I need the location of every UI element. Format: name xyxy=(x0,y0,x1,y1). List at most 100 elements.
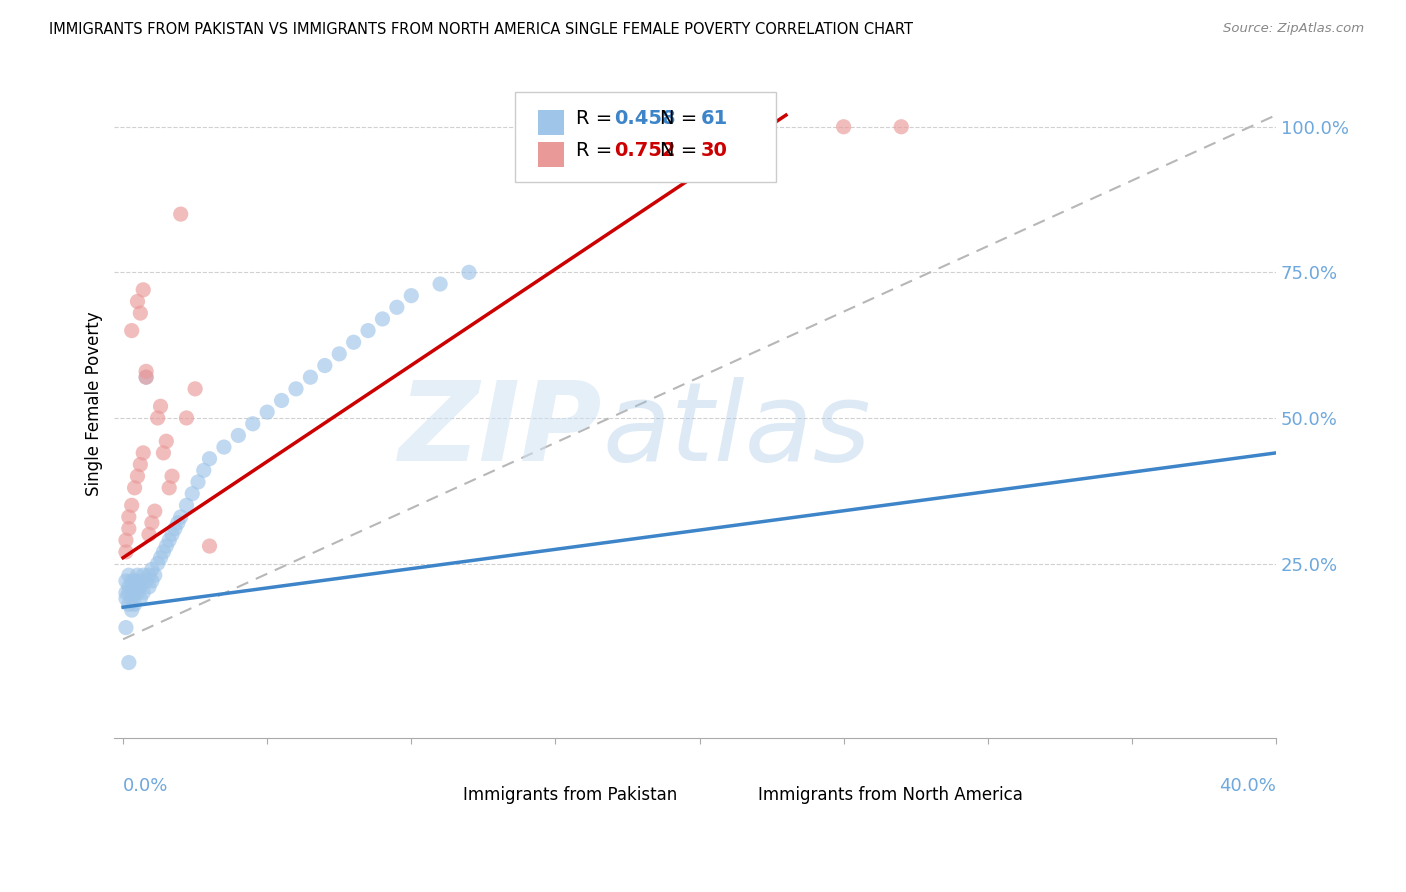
Point xyxy=(170,510,193,524)
Point xyxy=(832,120,855,134)
Point xyxy=(163,522,186,536)
Text: 61: 61 xyxy=(702,109,728,128)
Point xyxy=(124,574,146,588)
Bar xyxy=(730,787,751,805)
Point xyxy=(146,557,169,571)
Text: atlas: atlas xyxy=(602,376,870,483)
Point xyxy=(146,411,169,425)
Point xyxy=(129,580,152,594)
Point xyxy=(198,539,221,553)
Point xyxy=(118,585,141,599)
Point xyxy=(155,539,177,553)
Point xyxy=(121,498,143,512)
Point xyxy=(115,585,138,599)
Text: IMMIGRANTS FROM PAKISTAN VS IMMIGRANTS FROM NORTH AMERICA SINGLE FEMALE POVERTY : IMMIGRANTS FROM PAKISTAN VS IMMIGRANTS F… xyxy=(49,22,914,37)
Bar xyxy=(538,142,564,167)
Point xyxy=(115,533,138,548)
Point xyxy=(138,568,160,582)
Point xyxy=(121,324,143,338)
Point xyxy=(127,469,149,483)
Point xyxy=(242,417,264,431)
Point xyxy=(212,440,235,454)
Point xyxy=(129,458,152,472)
Point xyxy=(121,580,143,594)
Point xyxy=(118,568,141,582)
Text: Source: ZipAtlas.com: Source: ZipAtlas.com xyxy=(1223,22,1364,36)
Point xyxy=(121,603,143,617)
Point xyxy=(115,574,138,588)
Point xyxy=(118,580,141,594)
Point xyxy=(181,486,204,500)
Point xyxy=(132,446,155,460)
Point xyxy=(152,545,174,559)
Text: Immigrants from Pakistan: Immigrants from Pakistan xyxy=(463,786,678,805)
Point xyxy=(285,382,308,396)
Point xyxy=(129,306,152,320)
Text: 30: 30 xyxy=(702,142,728,161)
Point xyxy=(157,533,180,548)
Text: N =: N = xyxy=(661,109,704,128)
Point xyxy=(299,370,322,384)
Point xyxy=(256,405,278,419)
Point xyxy=(429,277,451,291)
Point xyxy=(135,364,157,378)
Point xyxy=(155,434,177,449)
Point xyxy=(127,294,149,309)
Bar xyxy=(434,787,454,805)
Point xyxy=(152,446,174,460)
Point xyxy=(115,545,138,559)
Point xyxy=(127,585,149,599)
Point xyxy=(343,335,366,350)
FancyBboxPatch shape xyxy=(515,92,776,182)
Point xyxy=(143,568,166,582)
Text: ZIP: ZIP xyxy=(399,376,602,483)
Point xyxy=(187,475,209,489)
Point xyxy=(184,382,207,396)
Point xyxy=(124,481,146,495)
Text: Immigrants from North America: Immigrants from North America xyxy=(758,786,1022,805)
Point xyxy=(141,574,163,588)
Point xyxy=(176,498,198,512)
Point xyxy=(135,574,157,588)
Point xyxy=(458,265,481,279)
Point xyxy=(124,585,146,599)
Point xyxy=(228,428,250,442)
Bar xyxy=(538,110,564,136)
Point xyxy=(129,591,152,606)
Point xyxy=(124,597,146,611)
Y-axis label: Single Female Poverty: Single Female Poverty xyxy=(86,311,103,496)
Point xyxy=(141,562,163,576)
Text: 40.0%: 40.0% xyxy=(1219,777,1277,795)
Point xyxy=(371,312,394,326)
Point xyxy=(193,463,215,477)
Point xyxy=(127,580,149,594)
Point xyxy=(160,469,183,483)
Point xyxy=(118,510,141,524)
Point xyxy=(141,516,163,530)
Point xyxy=(198,451,221,466)
Point xyxy=(385,301,408,315)
Point xyxy=(357,324,380,338)
Point xyxy=(149,399,172,413)
Point xyxy=(314,359,336,373)
Text: N =: N = xyxy=(661,142,704,161)
Point xyxy=(118,522,141,536)
Point xyxy=(118,656,141,670)
Point xyxy=(132,585,155,599)
Point xyxy=(138,527,160,541)
Point xyxy=(157,481,180,495)
Point xyxy=(118,597,141,611)
Point xyxy=(149,550,172,565)
Point xyxy=(121,574,143,588)
Text: 0.752: 0.752 xyxy=(614,142,675,161)
Point xyxy=(115,621,138,635)
Point xyxy=(132,568,155,582)
Point xyxy=(166,516,188,530)
Point xyxy=(401,288,423,302)
Point xyxy=(176,411,198,425)
Point xyxy=(127,568,149,582)
Point xyxy=(143,504,166,518)
Point xyxy=(170,207,193,221)
Text: R =: R = xyxy=(575,109,619,128)
Point xyxy=(270,393,292,408)
